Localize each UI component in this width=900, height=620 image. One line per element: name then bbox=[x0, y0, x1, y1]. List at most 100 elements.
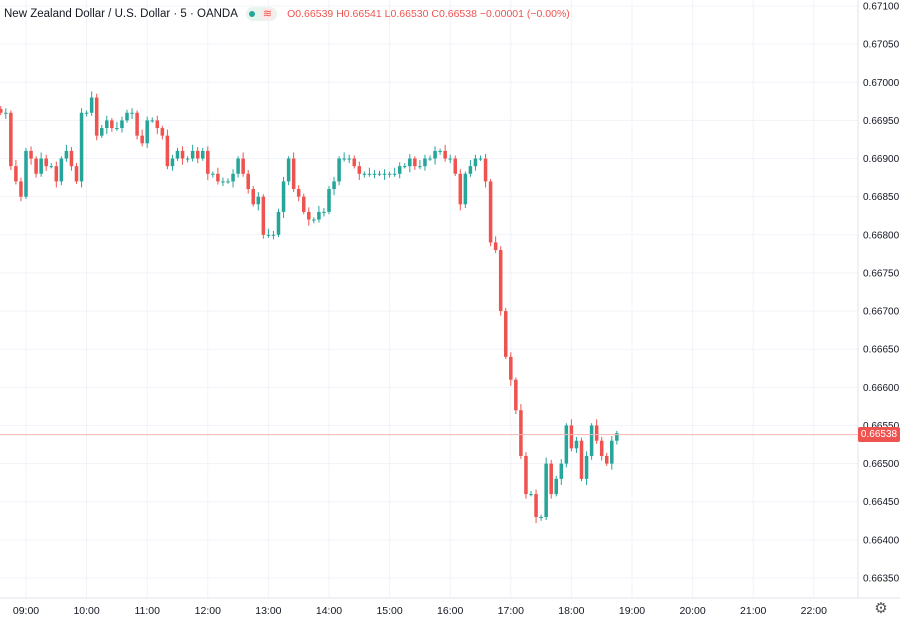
symbol-title[interactable]: New Zealand Dollar / U.S. Dollar · 5 · O… bbox=[4, 8, 238, 20]
time-tick-label: 14:00 bbox=[316, 605, 342, 617]
candle-body bbox=[317, 211, 321, 220]
candle-body bbox=[9, 112, 13, 167]
candle-body bbox=[145, 120, 149, 144]
candle-body bbox=[589, 425, 594, 456]
price-tick-label: 0.67000 bbox=[863, 78, 900, 89]
candle-body bbox=[478, 158, 483, 160]
candle-body bbox=[190, 150, 195, 159]
candle-body bbox=[352, 158, 357, 167]
candle-body bbox=[559, 463, 564, 479]
candle-body bbox=[276, 211, 281, 235]
candle-body bbox=[64, 150, 69, 159]
candle-body bbox=[448, 158, 452, 160]
candle-body bbox=[397, 166, 402, 174]
candle-body bbox=[574, 440, 579, 449]
change-value: −0.00001 (−0.00%) bbox=[479, 8, 570, 20]
candle-body bbox=[74, 166, 79, 182]
candle-body bbox=[579, 440, 584, 479]
candle-body bbox=[286, 158, 291, 182]
candle-body bbox=[443, 150, 447, 159]
candle-body bbox=[39, 158, 43, 174]
candle-body bbox=[79, 112, 84, 182]
candle-body bbox=[54, 166, 59, 182]
candle-body bbox=[296, 189, 301, 197]
candle-body bbox=[433, 150, 437, 159]
candle-body bbox=[519, 410, 523, 456]
time-axis[interactable]: 09:00 10:00 11:00 12:00 13:00 14:00 15:00 16:00… bbox=[13, 605, 827, 617]
time-tick-label: 13:00 bbox=[255, 605, 281, 617]
candle-body bbox=[160, 128, 165, 136]
candle-body bbox=[473, 158, 478, 167]
candle-body bbox=[569, 425, 574, 449]
candle-body bbox=[322, 211, 326, 213]
time-tick-label: 09:00 bbox=[13, 605, 39, 617]
symbol-legend: New Zealand Dollar / U.S. Dollar · 5 · O… bbox=[4, 6, 570, 22]
candle-body bbox=[135, 112, 139, 136]
candle-body bbox=[175, 150, 180, 159]
candle-body bbox=[327, 189, 331, 212]
candle-body bbox=[549, 463, 553, 495]
high-value: 0.66541 bbox=[343, 8, 382, 20]
candle-body bbox=[382, 173, 387, 175]
candle-body bbox=[332, 181, 336, 190]
price-tick-label: 0.67050 bbox=[863, 40, 900, 51]
gear-icon[interactable]: ⚙ bbox=[874, 600, 888, 617]
candle-body bbox=[69, 150, 74, 167]
candle-body bbox=[125, 112, 129, 121]
candle-body bbox=[241, 158, 245, 174]
candle-body bbox=[337, 158, 341, 182]
candle-body bbox=[488, 181, 493, 243]
candle-body bbox=[599, 440, 604, 456]
low-label: L bbox=[384, 8, 391, 20]
candle-body bbox=[428, 158, 432, 160]
candle-body bbox=[615, 433, 619, 441]
candle-body bbox=[226, 181, 230, 183]
candle-body bbox=[301, 196, 306, 212]
price-tick-label: 0.66450 bbox=[863, 497, 900, 508]
price-tick-label: 0.67100 bbox=[863, 2, 900, 13]
open-value: 0.66539 bbox=[295, 8, 334, 20]
candle-body bbox=[387, 173, 392, 175]
candle-body bbox=[49, 166, 54, 168]
candle-body bbox=[4, 112, 8, 114]
candle-body bbox=[509, 356, 513, 380]
candle-body bbox=[372, 173, 377, 175]
candle-body bbox=[377, 173, 382, 175]
low-value: 0.66530 bbox=[390, 8, 429, 20]
candle-body bbox=[34, 158, 38, 174]
high-label: H bbox=[336, 8, 344, 20]
candle-body bbox=[185, 158, 190, 160]
ohlc-values: O0.66539 H0.66541 L0.66530 C0.66538 −0.0… bbox=[287, 8, 570, 20]
candle-body bbox=[347, 158, 351, 160]
candle-body bbox=[94, 97, 99, 136]
candle-body bbox=[610, 440, 614, 464]
open-label: O bbox=[287, 8, 296, 20]
candle-body bbox=[19, 181, 23, 197]
candle-body bbox=[140, 135, 144, 144]
candle-body bbox=[271, 234, 276, 236]
price-tick-label: 0.66900 bbox=[863, 154, 900, 165]
candle-body bbox=[130, 112, 134, 114]
price-axis[interactable]: 0.67100 0.67050 0.67000 0.66950 0.66900 0.668… bbox=[863, 2, 900, 585]
time-tick-label: 10:00 bbox=[73, 605, 99, 617]
candle-body bbox=[418, 166, 422, 168]
market-status-pill[interactable]: ≋ bbox=[245, 7, 278, 21]
candle-body bbox=[468, 166, 473, 174]
candle-body bbox=[291, 158, 296, 190]
price-tick-label: 0.66950 bbox=[863, 116, 900, 127]
candle-body bbox=[463, 173, 468, 205]
candle-body bbox=[170, 158, 175, 167]
candle-body bbox=[59, 158, 64, 182]
candle-body bbox=[266, 234, 271, 236]
price-tick-label: 0.66550 bbox=[863, 421, 900, 432]
last-price-tag: 0.66538 bbox=[858, 427, 900, 443]
candle-body bbox=[231, 173, 235, 182]
time-tick-label: 22:00 bbox=[801, 605, 827, 617]
time-tick-label: 15:00 bbox=[376, 605, 402, 617]
candle-body bbox=[221, 181, 225, 183]
waves-icon: ≋ bbox=[260, 8, 275, 20]
candle-body bbox=[200, 150, 205, 159]
candle-body bbox=[423, 158, 427, 167]
candle-body bbox=[362, 173, 367, 175]
